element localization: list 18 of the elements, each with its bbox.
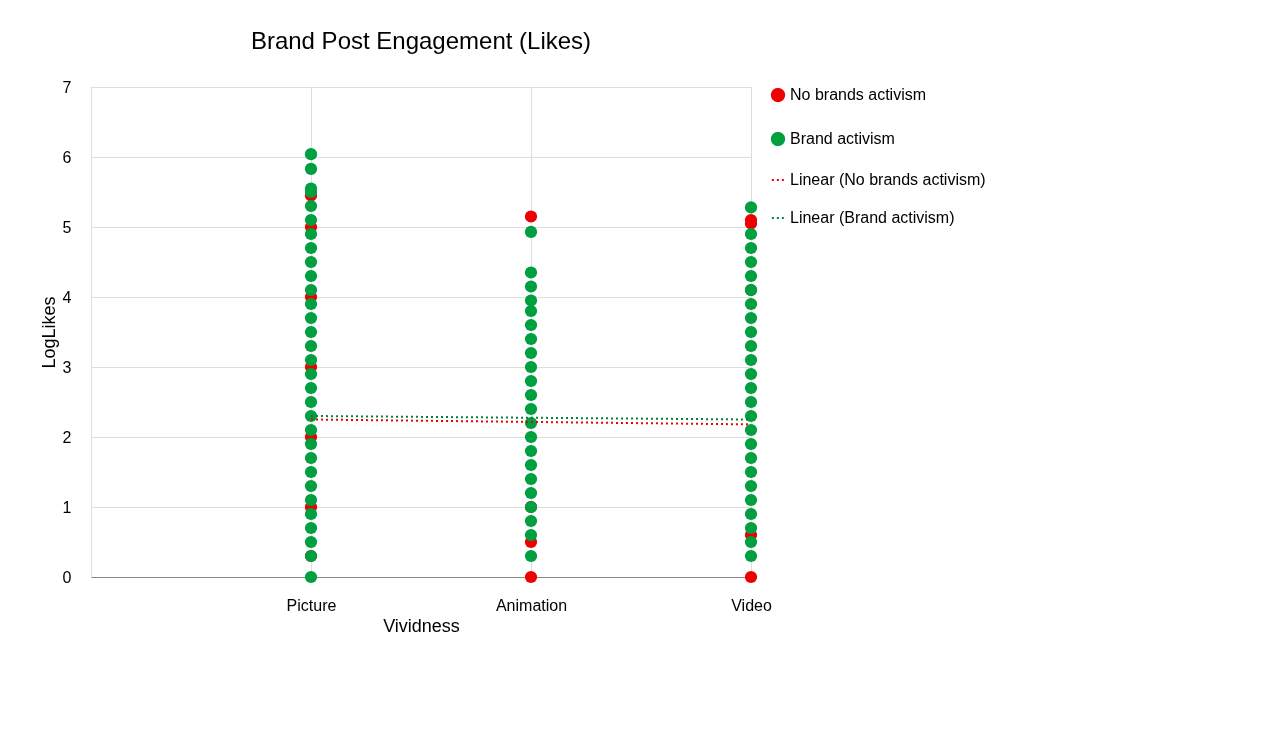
x-tick-label: Animation: [495, 596, 568, 614]
legend-label: Linear (Brand activism): [790, 209, 955, 226]
y-tick-label: 7: [62, 78, 72, 96]
y-tick-label: 1: [62, 498, 72, 516]
y-tick-label: 3: [62, 358, 72, 376]
x-tick-label: Picture: [286, 596, 337, 614]
chart-title: Brand Post Engagement (Likes): [250, 27, 592, 54]
y-tick-label: 0: [62, 568, 72, 586]
y-tick-label: 4: [62, 288, 72, 306]
x-axis-title: Vividness: [383, 615, 460, 636]
x-tick-label: Video: [731, 596, 772, 614]
y-tick-label: 5: [62, 218, 72, 236]
legend-label: Brand activism: [790, 130, 895, 147]
y-tick-label: 6: [62, 148, 72, 166]
y-axis-title: LogLikes: [38, 296, 59, 369]
legend-label: No brands activism: [790, 86, 927, 103]
y-tick-label: 2: [62, 428, 72, 446]
legend-label: Linear (No brands activism): [790, 171, 986, 188]
